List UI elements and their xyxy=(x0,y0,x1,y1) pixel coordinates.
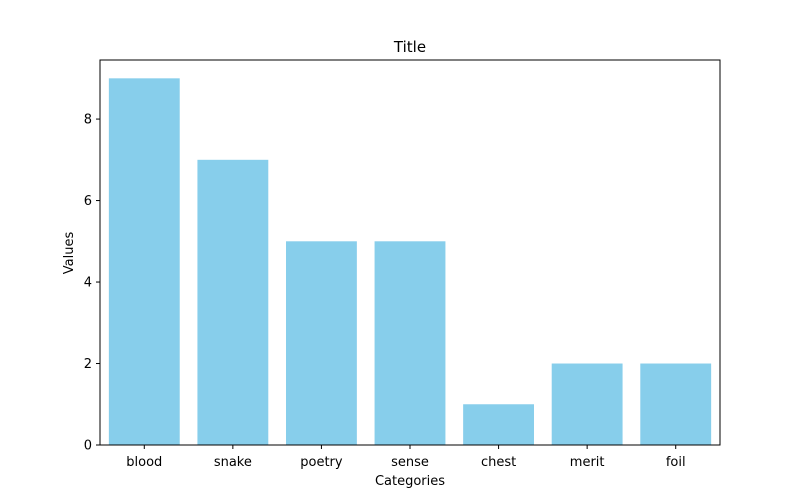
plot-frame xyxy=(99,59,721,446)
bar-snake xyxy=(197,159,269,445)
y-tick-label-2: 2 xyxy=(84,357,92,372)
y-tick-label-0: 0 xyxy=(84,439,92,454)
x-tick-label-chest: chest xyxy=(481,455,516,470)
bar-blood xyxy=(108,78,180,445)
bar-sense xyxy=(374,241,446,445)
chart-title: Title xyxy=(393,38,426,56)
x-tick-label-poetry: poetry xyxy=(300,455,343,470)
x-tick-label-snake: snake xyxy=(214,455,252,470)
y-axis-ticks: 0 2 4 6 8 xyxy=(84,113,100,454)
y-tick-label-8: 8 xyxy=(84,113,92,128)
x-tick-label-merit: merit xyxy=(570,455,605,470)
x-axis-ticks: blood snake poetry sense chest merit foil xyxy=(126,445,686,470)
bar-poetry xyxy=(286,241,357,445)
bar-foil xyxy=(640,363,712,445)
bar-chest xyxy=(463,404,534,445)
bar-merit xyxy=(551,363,623,445)
x-axis-label: Categories xyxy=(375,474,445,489)
y-tick-label-6: 6 xyxy=(84,194,92,209)
y-tick-label-4: 4 xyxy=(84,276,92,291)
x-tick-label-foil: foil xyxy=(666,455,686,470)
bars-layer xyxy=(108,78,712,445)
y-axis-label: Values xyxy=(62,232,77,275)
x-tick-label-sense: sense xyxy=(391,455,429,470)
x-tick-label-blood: blood xyxy=(126,455,162,470)
